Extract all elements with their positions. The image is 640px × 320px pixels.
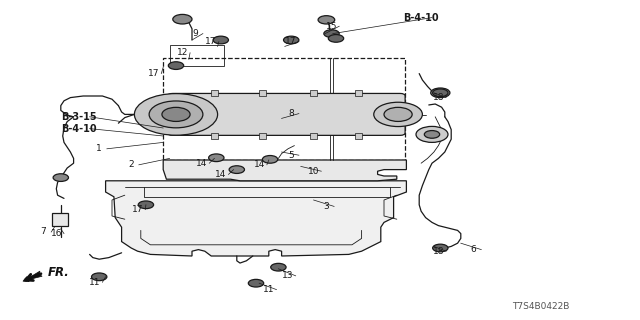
Text: 10: 10 [308,167,319,176]
Circle shape [284,36,299,44]
Polygon shape [163,160,406,181]
Bar [259,133,266,139]
Circle shape [318,16,335,24]
Text: 6: 6 [471,245,476,254]
Text: 15: 15 [326,22,337,31]
Text: 3: 3 [324,202,329,211]
Circle shape [374,102,422,126]
Bar [170,45,224,66]
Text: 11: 11 [263,285,275,294]
Bar [211,133,218,139]
Bar [355,90,362,96]
Polygon shape [106,181,406,256]
Bar [355,133,362,139]
Circle shape [53,174,68,181]
Circle shape [173,14,192,24]
Circle shape [324,30,339,37]
Text: 1: 1 [97,144,102,153]
Circle shape [262,156,278,163]
Circle shape [134,93,218,135]
Text: 17: 17 [205,37,217,46]
Circle shape [431,88,450,98]
Text: 7: 7 [41,228,46,236]
Circle shape [416,126,448,142]
Text: T7S4B0422B: T7S4B0422B [512,302,570,311]
Circle shape [162,108,190,121]
Text: 16: 16 [51,229,62,238]
Circle shape [271,263,286,271]
Text: 17: 17 [285,37,297,46]
Circle shape [138,201,154,209]
Bar [259,90,266,96]
Circle shape [229,166,244,173]
Circle shape [433,89,448,97]
Text: FR.: FR. [48,266,70,279]
Circle shape [433,244,448,252]
Text: 2: 2 [129,160,134,169]
Text: B-3-15: B-3-15 [61,112,97,122]
Text: 17: 17 [132,205,143,214]
Bar [310,133,317,139]
Text: 18: 18 [433,93,444,102]
Text: 14: 14 [253,160,265,169]
Bar [52,213,68,226]
Text: 8: 8 [289,109,294,118]
FancyBboxPatch shape [168,93,405,135]
Text: 14: 14 [196,159,207,168]
Text: 12: 12 [177,48,188,57]
Text: 18: 18 [433,247,444,256]
Bar [211,90,218,96]
Bar [163,58,405,160]
Text: 17: 17 [148,69,159,78]
Text: 14: 14 [215,170,227,179]
Circle shape [168,62,184,69]
Text: 11: 11 [89,278,100,287]
Circle shape [92,273,107,281]
Text: B-4-10: B-4-10 [403,12,439,23]
Text: B-4-10: B-4-10 [61,124,97,134]
Circle shape [213,36,228,44]
Bar [310,90,317,96]
Circle shape [328,35,344,42]
Circle shape [248,279,264,287]
Text: 9: 9 [193,29,198,38]
Circle shape [424,131,440,138]
Circle shape [384,108,412,121]
Text: 5: 5 [289,151,294,160]
Text: 13: 13 [282,271,294,280]
Circle shape [149,101,203,128]
Circle shape [209,154,224,162]
